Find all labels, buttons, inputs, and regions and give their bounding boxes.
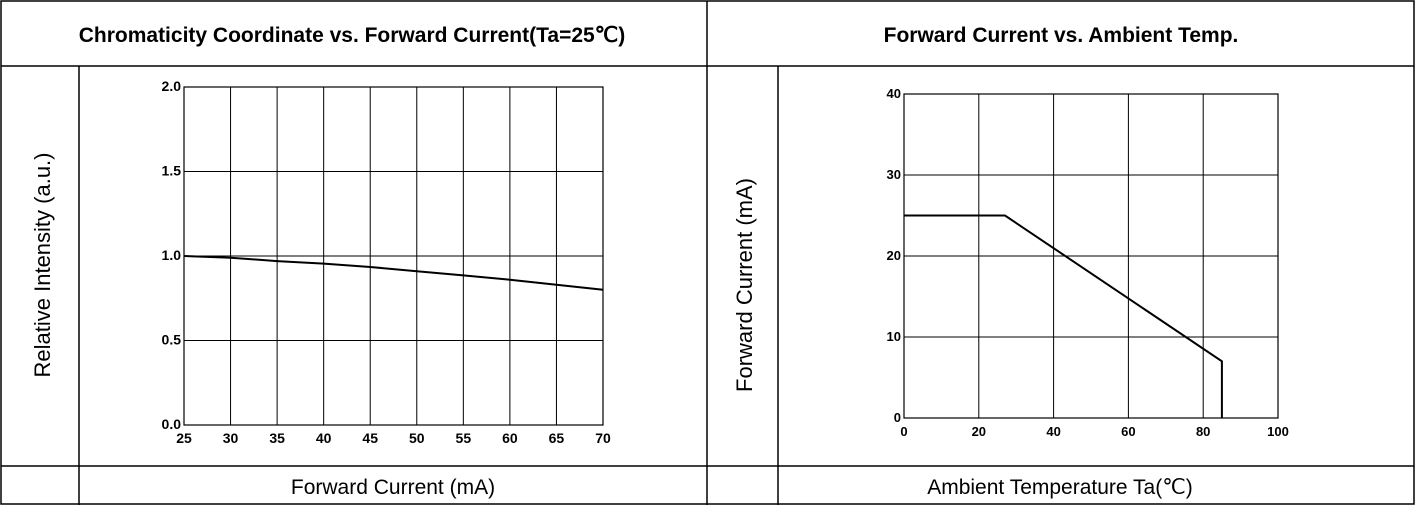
x-tick-label: 40 (1046, 424, 1060, 439)
y-tick-label: 0 (894, 410, 901, 425)
x-tick-label: 70 (595, 430, 611, 446)
x-tick-label: 80 (1196, 424, 1210, 439)
left-chart-plot: 25 30 35 40 45 50 55 60 65 70 0.0 0.5 1.0 1.5 2.0 (162, 78, 611, 446)
y-tick-label: 0.5 (162, 332, 182, 348)
y-tick-label: 2.0 (162, 78, 182, 94)
y-tick-label: 1.5 (162, 163, 182, 179)
y-tick-label: 0.0 (162, 416, 182, 432)
y-tick-label: 1.0 (162, 247, 182, 263)
x-tick-label: 60 (1121, 424, 1135, 439)
y-tick-label: 40 (887, 86, 901, 101)
x-tick-label: 65 (549, 430, 565, 446)
x-tick-label: 30 (223, 430, 239, 446)
x-tick-label: 60 (502, 430, 518, 446)
y-tick-label: 10 (887, 329, 901, 344)
series-line (904, 214, 1223, 418)
x-tick-label: 35 (269, 430, 285, 446)
left-chart-title: Chromaticity Coordinate vs. Forward Curr… (79, 24, 626, 47)
left-chart-xlabel: Forward Current (mA) (291, 476, 495, 499)
right-chart-title: Forward Current vs. Ambient Temp. (884, 24, 1239, 47)
y-tick-label: 20 (887, 248, 901, 263)
x-tick-label: 45 (362, 430, 378, 446)
left-chart-ylabel: Relative Intensity (a.u.) (30, 153, 55, 378)
y-tick-label: 30 (887, 167, 901, 182)
x-tick-label: 50 (409, 430, 425, 446)
x-tick-label: 0 (900, 424, 907, 439)
right-chart-plot: 0 20 40 60 80 100 0 10 20 30 40 (887, 86, 1289, 439)
right-chart-ylabel: Forward Current (mA) (732, 178, 757, 392)
x-tick-label: 100 (1267, 424, 1289, 439)
x-tick-label: 40 (316, 430, 332, 446)
x-tick-label: 25 (176, 430, 192, 446)
x-tick-label: 20 (972, 424, 986, 439)
series-line (183, 255, 604, 291)
x-tick-label: 55 (456, 430, 472, 446)
plot-frame (903, 93, 1279, 419)
right-chart-xlabel: Ambient Temperature Ta(℃) (927, 476, 1193, 499)
